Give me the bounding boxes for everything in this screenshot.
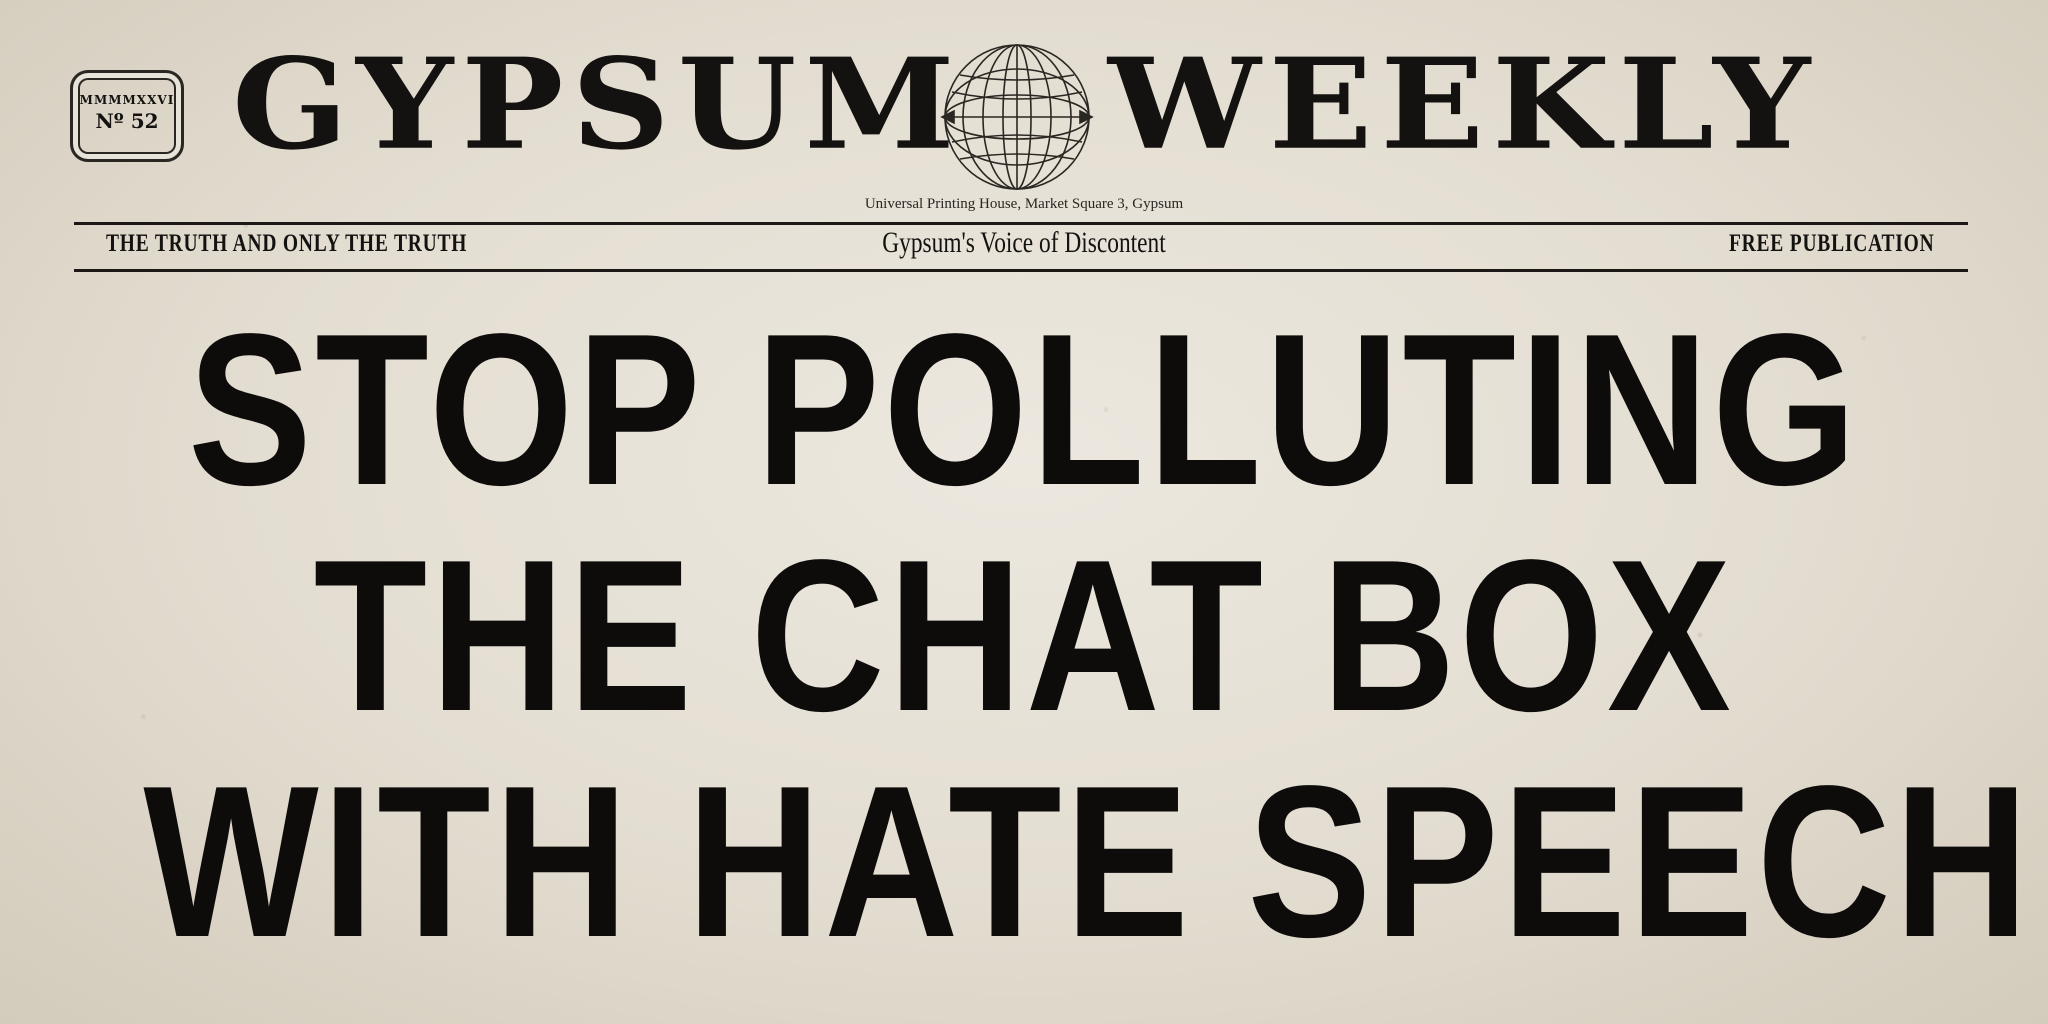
tagline-top-rule <box>74 222 1968 225</box>
masthead-title-right: WEEKLY <box>1108 30 1819 179</box>
tagline-center: Gypsum's Voice of Discontent <box>882 226 1166 259</box>
printer-address: Universal Printing House, Market Square … <box>864 196 1184 212</box>
tagline-left: THE TRUTH AND ONLY THE TRUTH <box>106 230 468 257</box>
tagline-right: FREE PUBLICATION <box>1728 230 1934 257</box>
headline-line-1: STOP POLLUTING <box>187 288 1861 530</box>
masthead: MMMMXXVI Nº 52 GYPSUM WEEKLY Universal P… <box>0 28 2048 212</box>
headline: STOP POLLUTING THE CHAT BOX WITH HATE SP… <box>0 296 2048 974</box>
globe-icon <box>940 44 1094 190</box>
masthead-title-left: GYPSUM <box>232 30 963 179</box>
issue-year: MMMMXXVI <box>79 93 175 107</box>
headline-line-2: THE CHAT BOX <box>313 514 1735 756</box>
headline-line-3: WITH HATE SPEECH <box>143 740 2032 982</box>
issue-badge: MMMMXXVI Nº 52 <box>70 70 184 162</box>
issue-number: Nº 52 <box>95 109 159 133</box>
tagline-bottom-rule <box>74 269 1968 272</box>
